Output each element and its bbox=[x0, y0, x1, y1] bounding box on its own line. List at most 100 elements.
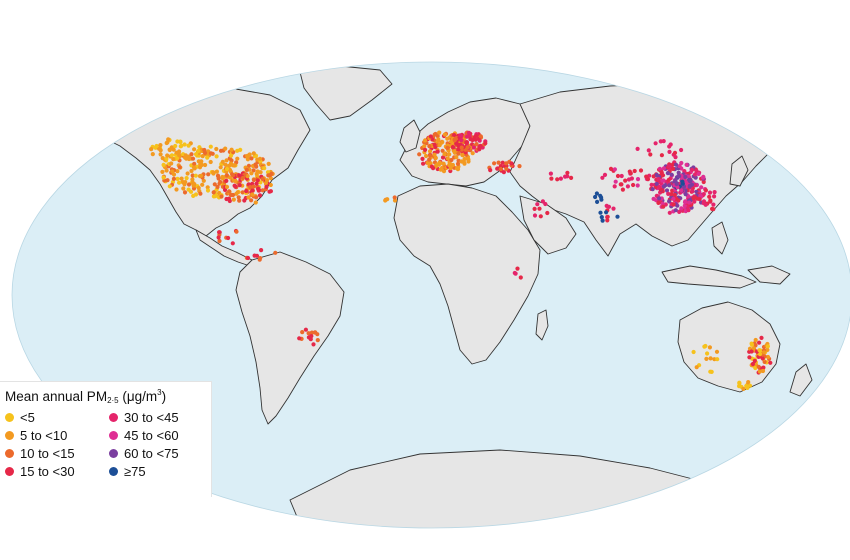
monitor-dot bbox=[250, 192, 255, 197]
monitor-dot bbox=[677, 174, 682, 179]
monitor-dot bbox=[670, 166, 676, 171]
monitor-dot bbox=[543, 201, 548, 207]
monitor-dot bbox=[532, 206, 537, 211]
monitor-dot bbox=[224, 178, 229, 183]
monitor-dot bbox=[431, 166, 436, 171]
monitor-dot bbox=[657, 196, 662, 201]
south-america bbox=[235, 251, 345, 425]
monitor-dot bbox=[513, 271, 518, 276]
monitor-dot bbox=[433, 155, 438, 161]
monitor-dot bbox=[208, 151, 214, 156]
monitor-dot bbox=[666, 191, 671, 196]
monitor-dot bbox=[171, 172, 177, 177]
monitor-dot bbox=[218, 165, 223, 170]
monitor-dot bbox=[537, 206, 542, 211]
monitor-dot bbox=[669, 172, 674, 177]
legend-label: 60 to <75 bbox=[124, 446, 179, 461]
monitor-dot bbox=[158, 143, 163, 148]
monitor-dot bbox=[167, 147, 172, 153]
monitor-dot bbox=[254, 181, 259, 186]
monitor-dot bbox=[750, 361, 756, 367]
legend-item: 45 to <60 bbox=[109, 428, 213, 443]
monitor-dot bbox=[644, 174, 649, 179]
monitor-dot bbox=[165, 178, 170, 183]
monitor-dot bbox=[224, 173, 229, 178]
monitor-dot bbox=[224, 196, 229, 202]
monitor-dot bbox=[464, 140, 469, 145]
new-zealand bbox=[789, 363, 813, 397]
monitor-dot bbox=[227, 189, 232, 194]
monitor-dot bbox=[182, 142, 187, 147]
monitor-dot bbox=[538, 214, 543, 219]
monitor-dot bbox=[593, 194, 598, 200]
monitor-dot bbox=[211, 194, 216, 199]
monitor-dot bbox=[600, 175, 605, 180]
monitor-dot bbox=[746, 380, 751, 385]
monitor-dot bbox=[693, 175, 698, 180]
monitor-dot bbox=[631, 182, 636, 188]
monitor-dot bbox=[656, 177, 661, 182]
monitor-dot bbox=[684, 162, 689, 167]
monitor-dot bbox=[233, 179, 238, 184]
monitor-dot bbox=[473, 133, 479, 138]
monitor-dot bbox=[671, 196, 676, 201]
monitor-dot bbox=[160, 169, 165, 174]
monitor-dot bbox=[462, 161, 467, 166]
monitor-dot bbox=[442, 152, 447, 157]
monitor-dot bbox=[509, 161, 514, 166]
monitor-dot bbox=[427, 149, 433, 154]
monitor-dot bbox=[751, 346, 757, 351]
monitor-dot bbox=[466, 159, 471, 164]
legend-item: 15 to <30 bbox=[5, 464, 109, 479]
monitor-dot bbox=[654, 172, 659, 177]
monitor-dot bbox=[664, 188, 670, 193]
monitor-dot bbox=[745, 385, 750, 390]
legend-swatch bbox=[109, 413, 118, 422]
monitor-dot bbox=[478, 143, 483, 148]
monitor-dot bbox=[199, 173, 204, 178]
monitor-dot bbox=[548, 171, 554, 176]
monitor-dot bbox=[244, 167, 249, 172]
monitor-dot bbox=[445, 136, 450, 141]
monitor-dot bbox=[658, 139, 663, 144]
monitor-dot bbox=[679, 147, 684, 153]
monitor-dot bbox=[202, 150, 208, 155]
monitor-dot bbox=[459, 145, 464, 150]
monitor-dot bbox=[712, 190, 717, 195]
monitor-dot bbox=[149, 147, 154, 152]
monitor-dot bbox=[619, 173, 624, 179]
legend-label: 5 to <10 bbox=[20, 428, 68, 443]
monitor-dot bbox=[435, 162, 440, 167]
monitor-dot bbox=[708, 369, 713, 374]
monitor-dot bbox=[253, 200, 258, 205]
monitor-dot bbox=[311, 342, 316, 347]
monitor-dot bbox=[665, 171, 671, 176]
monitor-dot bbox=[612, 184, 617, 189]
monitor-dot bbox=[468, 137, 473, 142]
monitor-dot bbox=[657, 166, 663, 171]
monitor-dot bbox=[692, 199, 697, 204]
monitor-dot bbox=[741, 386, 746, 391]
monitor-dot bbox=[423, 138, 428, 143]
monitor-dot bbox=[158, 152, 163, 157]
monitor-dot bbox=[715, 357, 720, 362]
monitor-dot bbox=[492, 161, 497, 166]
monitor-dot bbox=[171, 157, 176, 162]
monitor-dot bbox=[178, 139, 183, 144]
monitor-dot bbox=[158, 148, 163, 153]
monitor-dot bbox=[599, 215, 604, 220]
monitor-dot bbox=[613, 179, 618, 184]
monitor-dot bbox=[193, 192, 199, 197]
monitor-dot bbox=[238, 147, 243, 152]
monitor-dot bbox=[303, 327, 308, 332]
madagascar bbox=[535, 309, 549, 341]
monitor-dot bbox=[707, 190, 713, 195]
monitor-dot bbox=[460, 152, 465, 158]
monitor-dot bbox=[273, 250, 278, 255]
monitor-dot bbox=[205, 155, 210, 160]
british-isles bbox=[399, 119, 421, 153]
legend-item: 5 to <10 bbox=[5, 428, 109, 443]
monitor-dot bbox=[199, 162, 204, 167]
monitor-dot bbox=[441, 161, 446, 166]
monitor-dot bbox=[171, 147, 176, 152]
